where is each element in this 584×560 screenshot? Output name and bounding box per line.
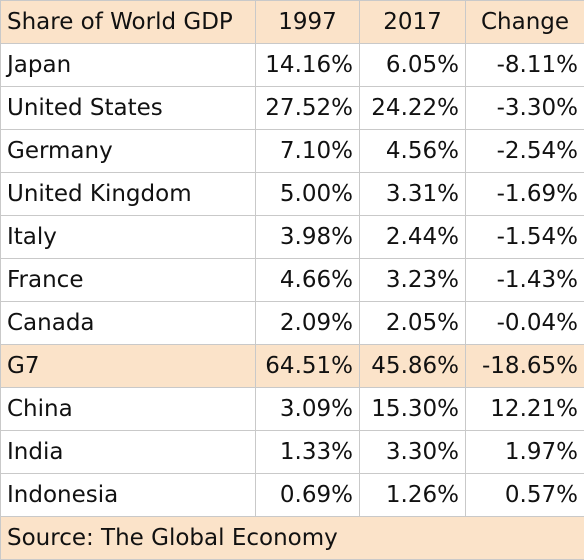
- country-cell: G7: [1, 345, 256, 388]
- change-cell: -0.04%: [466, 302, 584, 345]
- change-cell: 12.21%: [466, 388, 584, 431]
- country-cell: United States: [1, 87, 256, 130]
- value-1997-cell: 64.51%: [256, 345, 360, 388]
- value-1997-cell: 7.10%: [256, 130, 360, 173]
- value-2017-cell: 4.56%: [360, 130, 466, 173]
- country-cell: China: [1, 388, 256, 431]
- value-1997-cell: 3.09%: [256, 388, 360, 431]
- source-row: Source: The Global Economy: [1, 517, 584, 560]
- country-cell: Germany: [1, 130, 256, 173]
- value-1997-cell: 3.98%: [256, 216, 360, 259]
- source-note: Source: The Global Economy: [1, 517, 584, 560]
- country-cell: Canada: [1, 302, 256, 345]
- change-cell: -1.69%: [466, 173, 584, 216]
- change-cell: -3.30%: [466, 87, 584, 130]
- header-cell-2017: 2017: [360, 1, 466, 44]
- change-cell: -2.54%: [466, 130, 584, 173]
- country-cell: Indonesia: [1, 474, 256, 517]
- value-2017-cell: 3.30%: [360, 431, 466, 474]
- value-2017-cell: 1.26%: [360, 474, 466, 517]
- change-cell: -18.65%: [466, 345, 584, 388]
- value-1997-cell: 14.16%: [256, 44, 360, 87]
- value-2017-cell: 3.23%: [360, 259, 466, 302]
- value-2017-cell: 15.30%: [360, 388, 466, 431]
- country-cell: United Kingdom: [1, 173, 256, 216]
- country-cell: India: [1, 431, 256, 474]
- value-1997-cell: 2.09%: [256, 302, 360, 345]
- value-2017-cell: 6.05%: [360, 44, 466, 87]
- header-cell-change: Change: [466, 1, 584, 44]
- value-2017-cell: 3.31%: [360, 173, 466, 216]
- value-1997-cell: 4.66%: [256, 259, 360, 302]
- value-1997-cell: 0.69%: [256, 474, 360, 517]
- value-1997-cell: 27.52%: [256, 87, 360, 130]
- change-cell: -8.11%: [466, 44, 584, 87]
- header-cell-1997: 1997: [256, 1, 360, 44]
- header-cell-label: Share of World GDP: [1, 1, 256, 44]
- country-cell: France: [1, 259, 256, 302]
- country-cell: Japan: [1, 44, 256, 87]
- value-2017-cell: 45.86%: [360, 345, 466, 388]
- value-2017-cell: 24.22%: [360, 87, 466, 130]
- change-cell: -1.54%: [466, 216, 584, 259]
- value-2017-cell: 2.05%: [360, 302, 466, 345]
- value-2017-cell: 2.44%: [360, 216, 466, 259]
- change-cell: 1.97%: [466, 431, 584, 474]
- value-1997-cell: 5.00%: [256, 173, 360, 216]
- change-cell: 0.57%: [466, 474, 584, 517]
- country-cell: Italy: [1, 216, 256, 259]
- change-cell: -1.43%: [466, 259, 584, 302]
- value-1997-cell: 1.33%: [256, 431, 360, 474]
- header-row: Share of World GDP 1997 2017 Change: [1, 1, 584, 44]
